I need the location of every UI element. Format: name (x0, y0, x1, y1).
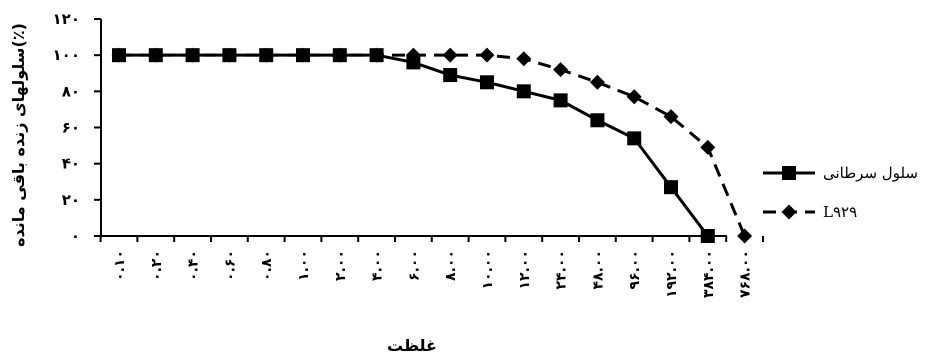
data-point (553, 93, 568, 108)
legend-label: L۹۲۹ (823, 203, 857, 221)
data-point (663, 109, 679, 125)
x-tick-label: ۰.۱۰ (112, 250, 128, 281)
legend: سلول سرطانی L۹۲۹ (763, 164, 918, 221)
data-point (406, 55, 421, 70)
data-point (589, 74, 605, 90)
data-point (479, 47, 495, 63)
x-tick-label: ۲۴.۰۰ (554, 250, 570, 290)
x-tick-label: ۷۶۸.۰۰ (738, 250, 754, 298)
x-tick-label: ۹۶.۰۰ (627, 250, 643, 290)
x-tick-label: ۰.۴۰ (186, 250, 202, 281)
data-point (664, 180, 678, 195)
data-point (148, 48, 163, 63)
x-tick-label: ۰.۲۰ (149, 250, 165, 281)
y-tick-label: ۰ (71, 227, 80, 245)
legend-marker (781, 204, 797, 220)
legend-label: سلول سرطانی (823, 164, 918, 182)
x-tick-label: ۰.۶۰ (222, 250, 238, 281)
y-tick-label: ۱۰۰ (53, 46, 80, 64)
data-point (516, 51, 532, 67)
data-point (627, 131, 642, 146)
data-point (553, 62, 569, 78)
data-point (112, 48, 126, 63)
x-tick-label: ۰.۸۰ (259, 250, 275, 281)
data-point (296, 48, 310, 63)
y-tick-label: ۶۰ (62, 119, 80, 137)
data-point (480, 75, 494, 90)
plot-area: ۰ ۲۰ ۴۰ ۶۰ ۸۰ ۱۰۰ ۱۲۰ ۰.۱۰ ۰.۲۰ ۰.۴۰ ۰.۶۰ ۰.۸۰ ۱.۰۰… (53, 10, 764, 298)
data-point (626, 89, 642, 105)
x-axis-title: غلظت (387, 336, 437, 355)
legend-marker (782, 166, 796, 180)
data-point (222, 48, 237, 63)
data-point (332, 48, 347, 63)
y-tick-label: ۲۰ (62, 191, 80, 209)
series-line (119, 53, 746, 237)
y-axis-title: سلولهای زنده باقی مانده(٪) (9, 23, 28, 247)
x-tick-label: ۴۸.۰۰ (590, 250, 606, 290)
x-tick-label: ۸.۰۰ (443, 250, 459, 281)
x-tick-label: ۳۸۴.۰۰ (701, 250, 717, 298)
data-point (590, 113, 605, 128)
x-tick-label: ۶.۰۰ (406, 250, 422, 281)
legend-item: L۹۲۹ (763, 203, 857, 221)
series-group (111, 47, 753, 244)
x-tick-label: ۴.۰۰ (370, 250, 386, 281)
x-tick-label: ۱۰.۰۰ (480, 250, 496, 290)
y-tick-label: ۸۰ (62, 82, 80, 100)
x-tick-label: ۱.۰۰ (296, 250, 312, 281)
series-line (119, 53, 709, 237)
data-point (700, 139, 716, 155)
y-tick-label: ۴۰ (62, 155, 80, 173)
data-point (442, 47, 458, 63)
x-tick-label: ۱۲.۰۰ (517, 250, 533, 290)
data-point (185, 48, 200, 63)
data-point (516, 84, 531, 99)
legend-item: سلول سرطانی (763, 164, 918, 182)
series-1 (111, 47, 753, 244)
data-point (259, 48, 274, 63)
x-tick-label: ۱۹۲.۰۰ (664, 250, 680, 298)
data-point (369, 48, 384, 63)
y-tick-label: ۱۲۰ (53, 10, 80, 28)
x-tick-label: ۲.۰۰ (333, 250, 349, 281)
series-0 (112, 48, 715, 243)
data-point (443, 68, 458, 83)
x-ticks: ۰.۱۰ ۰.۲۰ ۰.۴۰ ۰.۶۰ ۰.۸۰ ۱.۰۰ ۲.۰۰ ۴.۰۰ ۶.۰۰ ۸.۰۰… (99, 236, 764, 298)
y-ticks: ۰ ۲۰ ۴۰ ۶۰ ۸۰ ۱۰۰ ۱۲۰ (53, 10, 101, 245)
data-point (700, 229, 715, 243)
data-point (737, 228, 753, 244)
